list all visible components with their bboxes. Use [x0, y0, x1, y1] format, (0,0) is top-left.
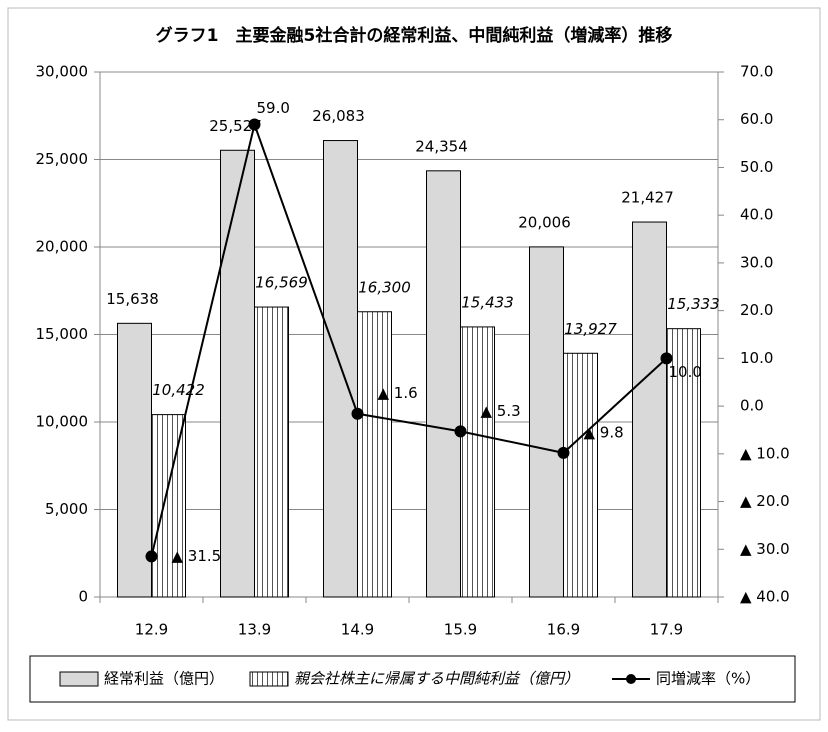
line-marker	[660, 352, 673, 365]
line-marker	[454, 425, 467, 438]
x-tick-label: 15.9	[444, 621, 477, 639]
bar	[563, 352, 598, 598]
line-marker	[145, 550, 158, 563]
line-marker	[557, 446, 570, 459]
y2-tick-label: ▲ 40.0	[740, 588, 790, 606]
data-label: ▲ 5.3	[481, 402, 521, 420]
data-label: 15,638	[106, 290, 159, 308]
legend-label: 同増減率（%）	[656, 670, 760, 688]
data-label: 16,300	[358, 278, 411, 296]
y2-tick-label: 30.0	[740, 253, 773, 271]
x-tick-label: 13.9	[238, 621, 271, 639]
bar	[666, 328, 701, 598]
data-label: 20,006	[518, 213, 571, 231]
y-tick-label: 25,000	[36, 150, 89, 168]
bar	[151, 414, 186, 598]
frame	[7, 7, 821, 721]
line-marker	[248, 118, 261, 131]
x-tick-label: 12.9	[135, 621, 168, 639]
data-label: 13,927	[564, 320, 617, 338]
y-tick-label: 30,000	[36, 63, 89, 81]
y-tick-label: 10,000	[36, 413, 89, 431]
legend-label: 親会社株主に帰属する中間純利益（億円）	[294, 670, 579, 688]
data-label: 10,422	[152, 381, 205, 399]
bar	[117, 322, 152, 598]
y2-tick-label: 20.0	[740, 301, 773, 319]
legend-box	[29, 655, 796, 703]
y2-tick-label: ▲ 10.0	[740, 444, 790, 462]
data-label: ▲ 31.5	[172, 547, 222, 565]
y2-tick-label: 0.0	[740, 397, 764, 415]
y2-tick-label: ▲ 30.0	[740, 540, 790, 558]
x-tick-label: 17.9	[650, 621, 683, 639]
data-label: 10.0	[669, 363, 702, 381]
legend-swatch	[249, 671, 289, 687]
data-label: 15,333	[667, 295, 720, 313]
data-label: 24,354	[415, 137, 468, 155]
data-label: 21,427	[621, 189, 674, 207]
data-label: 25,527	[209, 117, 262, 135]
data-label: 59.0	[257, 99, 290, 117]
chart-title: グラフ1 主要金融5社合計の経常利益、中間純利益（増減率）推移	[156, 25, 673, 46]
y2-tick-label: 40.0	[740, 206, 773, 224]
bar	[460, 326, 495, 598]
data-label: 15,433	[461, 293, 514, 311]
bar	[220, 149, 255, 598]
bar	[632, 221, 667, 598]
data-label: 26,083	[312, 107, 365, 125]
bar	[357, 311, 392, 598]
bar	[529, 246, 564, 598]
y2-tick-label: 10.0	[740, 349, 773, 367]
legend-swatch	[59, 671, 99, 687]
x-tick-label: 14.9	[341, 621, 374, 639]
y2-tick-label: 50.0	[740, 158, 773, 176]
data-label: 16,569	[255, 274, 308, 292]
bar	[426, 170, 461, 598]
data-label: ▲ 1.6	[378, 384, 418, 402]
data-label: ▲ 9.8	[584, 423, 624, 441]
y-tick-label: 20,000	[36, 238, 89, 256]
x-tick-label: 16.9	[547, 621, 580, 639]
y2-tick-label: 70.0	[740, 63, 773, 81]
line	[150, 120, 668, 557]
legend-swatch	[626, 674, 636, 684]
y-tick-label: 15,000	[36, 325, 89, 343]
y-tick-label: 0	[78, 588, 88, 606]
bar	[254, 306, 289, 598]
y-tick-label: 5,000	[45, 500, 88, 518]
legend-label: 経常利益（億円）	[104, 670, 224, 688]
y2-tick-label: 60.0	[740, 110, 773, 128]
line-marker	[351, 407, 364, 420]
y2-tick-label: ▲ 20.0	[740, 492, 790, 510]
